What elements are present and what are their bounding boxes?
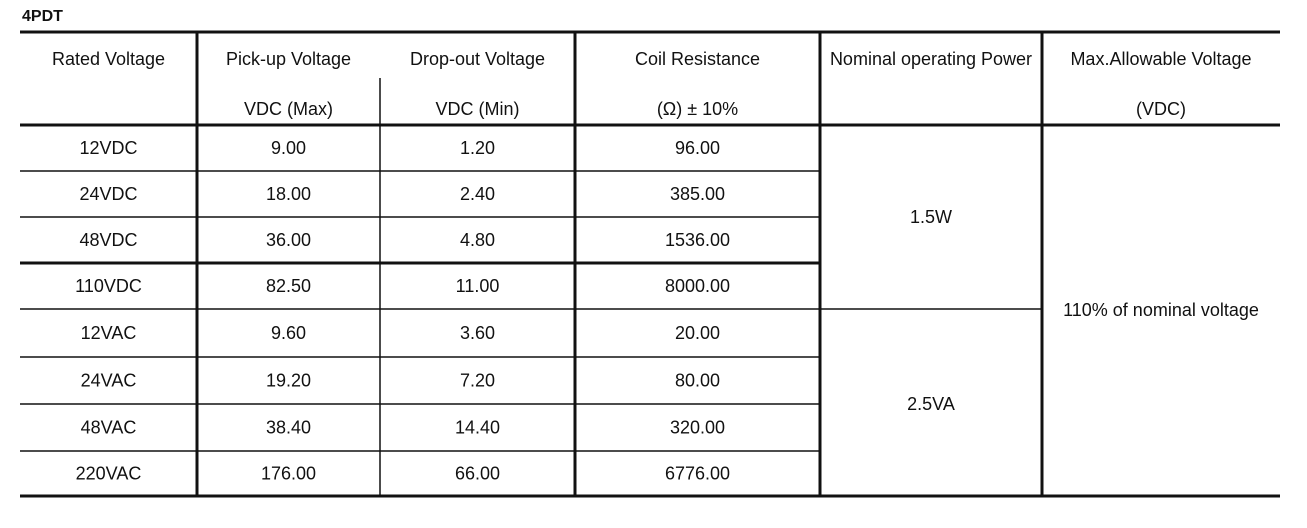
title: 4PDT <box>22 8 63 25</box>
cell: 9.60 <box>271 323 306 343</box>
cell: 4.80 <box>460 230 495 250</box>
cell: 3.60 <box>460 323 495 343</box>
cell: 14.40 <box>455 417 500 437</box>
cell: 18.00 <box>266 184 311 204</box>
max-voltage-cell: 110% of nominal voltage <box>1063 300 1259 320</box>
cell: 176.00 <box>261 463 316 483</box>
cell: 96.00 <box>675 138 720 158</box>
cell: 24VAC <box>81 370 137 390</box>
power-cell: 1.5W <box>910 207 952 227</box>
cell: 220VAC <box>76 463 142 483</box>
cell: 7.20 <box>460 370 495 390</box>
cell: 48VAC <box>81 417 137 437</box>
cell: 2.40 <box>460 184 495 204</box>
cell: 20.00 <box>675 323 720 343</box>
cell: 6776.00 <box>665 463 730 483</box>
cell: 110VDC <box>75 276 142 296</box>
column-unit: (VDC) <box>1136 99 1186 119</box>
cell: 36.00 <box>266 230 311 250</box>
column-unit: VDC (Min) <box>436 99 520 119</box>
cell: 48VDC <box>79 230 137 250</box>
column-header: Coil Resistance <box>635 49 760 69</box>
column-header: Nominal operating Power <box>830 49 1032 69</box>
cell: 320.00 <box>670 417 725 437</box>
cell: 38.40 <box>266 417 311 437</box>
cell: 80.00 <box>675 370 720 390</box>
cell: 1.20 <box>460 138 495 158</box>
cell: 12VDC <box>79 138 137 158</box>
column-unit: (Ω) ± 10% <box>657 99 738 119</box>
column-header: Max.Allowable Voltage <box>1070 49 1251 69</box>
cell: 385.00 <box>670 184 725 204</box>
column-header: Rated Voltage <box>52 49 165 69</box>
cell: 11.00 <box>456 276 500 296</box>
cell: 24VDC <box>79 184 137 204</box>
cell: 66.00 <box>455 463 500 483</box>
cell: 19.20 <box>266 370 311 390</box>
cell: 8000.00 <box>665 276 730 296</box>
cell: 1536.00 <box>665 230 730 250</box>
column-header: Pick-up Voltage <box>226 49 351 69</box>
column-header: Drop-out Voltage <box>410 49 545 69</box>
column-unit: VDC (Max) <box>244 99 333 119</box>
cell: 82.50 <box>266 276 311 296</box>
power-cell: 2.5VA <box>907 394 955 414</box>
cell: 9.00 <box>271 138 306 158</box>
cell: 12VAC <box>81 323 137 343</box>
